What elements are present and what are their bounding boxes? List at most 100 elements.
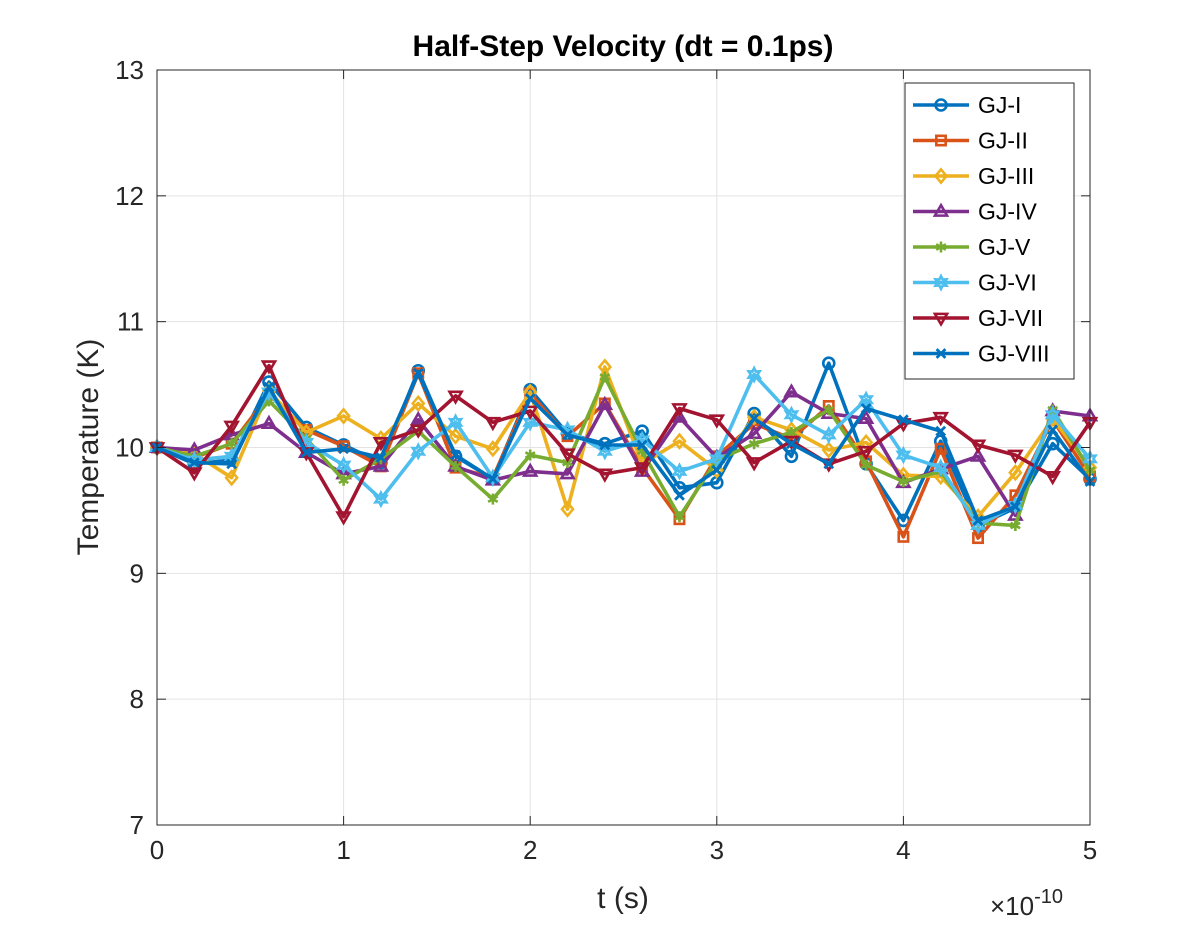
data-point-gj-iii <box>224 469 239 487</box>
data-point-gj-viii <box>748 413 760 424</box>
data-point-gj-viii-stroke <box>935 425 947 437</box>
legend-marker <box>935 134 947 147</box>
legend-entry-gj-viii: GJ-VIII <box>913 341 1050 367</box>
data-point-gj-viii <box>375 452 387 463</box>
data-point-gj-viii-stroke <box>860 403 872 414</box>
y-tick-label: 11 <box>117 307 144 337</box>
data-point-gj-iii <box>821 441 836 459</box>
data-point-gj-ii <box>412 367 425 380</box>
y-tick-label: 13 <box>115 55 144 85</box>
data-point-gj-viii-stroke <box>263 381 275 393</box>
data-point-gj-v <box>748 438 760 450</box>
x-tick-label: 2 <box>523 835 537 865</box>
data-point-gj-viii <box>860 403 872 414</box>
data-point-gj-vii <box>969 439 987 454</box>
data-point-gj-iv <box>260 414 278 430</box>
data-point-gj-v <box>338 474 350 486</box>
data-point-gj-vii <box>745 457 763 472</box>
legend-label: GJ-II <box>978 128 1028 154</box>
data-point-gj-viii-stroke <box>786 438 797 450</box>
data-point-gj-iv <box>857 409 875 424</box>
x-tick-label: 1 <box>336 835 350 865</box>
data-point-gj-iii <box>485 440 501 458</box>
data-point-gj-vii <box>633 462 651 477</box>
data-point-gj-viii-stroke <box>188 457 200 468</box>
data-point-gj-v-stroke <box>748 439 760 448</box>
data-point-gj-viii-stroke <box>450 449 461 461</box>
x-tick-label: 4 <box>896 835 910 865</box>
data-point-gj-viii-stroke <box>338 443 349 455</box>
data-point-gj-ii <box>897 530 910 543</box>
data-point-gj-viii-stroke <box>636 439 648 451</box>
data-point-gj-viii-stroke <box>1009 501 1021 513</box>
data-point-gj-ii <box>934 442 947 455</box>
data-point-gj-vii <box>1007 449 1024 464</box>
legend-label: GJ-V <box>978 234 1031 260</box>
data-point-gj-vi <box>372 489 389 509</box>
legend-marker <box>933 167 949 185</box>
data-point-gj-iv <box>969 447 987 462</box>
data-point-gj-v-stroke <box>599 373 611 381</box>
data-point-gj-vii <box>1044 471 1061 486</box>
data-point-gj-vi <box>932 458 949 477</box>
data-point-gj-v <box>487 493 499 505</box>
data-point-gj-vii <box>671 403 688 418</box>
legend-entry-gj-i: GJ-I <box>913 92 1021 118</box>
data-point-gj-v <box>823 404 835 416</box>
data-point-gj-vi <box>447 413 464 432</box>
data-point-gj-viii <box>562 429 573 441</box>
data-point-gj-vi <box>596 442 613 461</box>
data-point-gj-v-stroke <box>338 476 350 485</box>
data-point-gj-i <box>635 424 649 438</box>
data-point-gj-iv <box>596 395 614 411</box>
data-point-gj-viii-stroke <box>898 414 909 426</box>
data-point-gj-v-stroke <box>897 477 909 486</box>
data-point-gj-viii-stroke <box>674 489 685 501</box>
data-point-gj-v-stroke <box>860 461 872 469</box>
data-point-gj-viii <box>412 367 424 379</box>
data-point-gj-viii <box>450 449 461 461</box>
legend-label: GJ-I <box>978 92 1021 118</box>
data-point-gj-iv <box>372 457 390 472</box>
legend-label: GJ-VIII <box>978 341 1050 367</box>
data-point-gj-v-stroke <box>1009 521 1021 530</box>
series-line-gj-viii <box>156 371 1092 523</box>
legend-box <box>904 82 1075 380</box>
data-point-gj-iii <box>560 500 575 518</box>
data-point-gj-v <box>450 460 461 472</box>
x-exponent-power: -10 <box>1034 886 1063 908</box>
data-point-gj-vi <box>708 449 725 469</box>
legend-label: GJ-VII <box>978 305 1043 331</box>
data-point-gj-viii-stroke <box>823 458 835 470</box>
data-point-gj-viii <box>226 458 238 470</box>
data-point-gj-viii-stroke <box>375 452 387 463</box>
data-point-gj-viii <box>338 443 349 455</box>
data-point-gj-viii <box>935 425 947 437</box>
data-point-gj-vi <box>746 365 763 384</box>
data-point-gj-viii <box>524 393 536 404</box>
data-point-gj-vi <box>1007 496 1024 515</box>
data-point-gj-vi <box>671 462 688 481</box>
data-point-gj-viii-stroke <box>711 464 723 476</box>
data-point-gj-viii-stroke <box>599 439 611 451</box>
data-point-gj-iv <box>783 383 800 398</box>
data-point-gj-iii <box>672 432 687 450</box>
legend-label: GJ-VI <box>978 270 1037 296</box>
legend-entry-gj-vi: GJ-VI <box>913 270 1037 296</box>
data-point-gj-v <box>524 449 536 461</box>
data-point-gj-viii-stroke <box>1047 424 1059 436</box>
data-point-gj-viii <box>487 473 499 485</box>
data-point-gj-vii <box>223 420 240 436</box>
data-point-gj-v <box>860 459 872 471</box>
legend-marker <box>932 312 950 327</box>
x-tick-label: 5 <box>1083 835 1097 865</box>
data-point-gj-iii <box>858 433 874 452</box>
series-line-gj-vii <box>155 363 1092 519</box>
data-point-gj-vii <box>559 448 576 463</box>
data-point-gj-viii <box>263 381 275 393</box>
data-point-gj-v-stroke <box>226 439 238 448</box>
data-point-gj-vii <box>260 360 278 375</box>
data-point-gj-viii <box>786 438 797 450</box>
